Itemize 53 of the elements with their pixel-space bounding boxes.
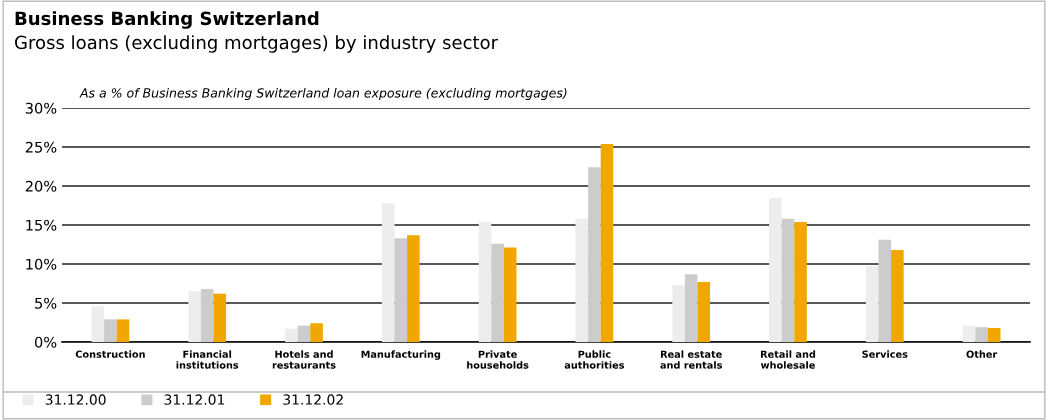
bar <box>588 167 601 342</box>
legend-label: 31.12.00 <box>45 394 106 405</box>
bar <box>600 143 614 342</box>
x-tick-label: Hotels and restaurants <box>272 350 336 369</box>
bar <box>200 288 214 342</box>
bar <box>213 293 227 342</box>
y-tick-label: 25% <box>25 141 57 153</box>
bar <box>781 218 795 342</box>
bar <box>116 319 130 342</box>
bar <box>381 203 395 342</box>
x-tick-label: Construction <box>75 350 145 358</box>
bar <box>91 306 105 342</box>
bar <box>684 274 698 342</box>
legend-label: 31.12.01 <box>164 394 225 405</box>
bar <box>769 197 782 342</box>
text: As a % of Business Banking Switzerland loan exposure (excluding mortgages) <box>79 87 567 101</box>
x-tick-label: Manufacturing <box>361 350 441 360</box>
bar <box>794 221 807 342</box>
bar <box>104 319 117 342</box>
bar <box>865 266 879 342</box>
y-tick-label: 0% <box>34 336 57 348</box>
bar <box>975 327 988 342</box>
bar <box>478 221 492 342</box>
bar <box>491 243 504 342</box>
bar <box>987 327 1001 342</box>
legend-label: 31.12.02 <box>283 394 343 405</box>
y-tick-label: 20% <box>25 180 57 192</box>
bar <box>503 247 517 342</box>
chart-title: Business Banking Switzerland <box>15 11 319 29</box>
x-tick-label: Real estate and rentals <box>660 350 722 369</box>
y-tick-label: 15% <box>26 219 57 231</box>
x-tick-label: Public authorities <box>564 350 625 369</box>
bar <box>672 285 685 342</box>
bar <box>285 328 298 342</box>
chart-subtitle: Gross loans (excluding mortgages) by industry sector <box>15 35 499 53</box>
bar <box>188 291 201 342</box>
bar <box>878 239 892 342</box>
bar <box>297 325 311 342</box>
bar <box>962 325 976 342</box>
bar <box>575 218 589 342</box>
x-tick-label: Private households <box>467 350 529 369</box>
x-tick-label: Services <box>862 350 908 358</box>
x-tick-label: Other <box>966 350 998 358</box>
bar <box>394 238 408 342</box>
bar <box>310 323 323 342</box>
x-tick-label: Financial institutions <box>176 350 239 369</box>
bar <box>891 249 904 342</box>
bar <box>697 281 711 342</box>
bar <box>407 235 420 342</box>
y-tick-label: 5% <box>35 297 57 309</box>
y-tick-label: 30% <box>25 102 57 114</box>
y-tick-label: 10% <box>26 258 57 270</box>
x-tick-label: Retail and wholesale <box>760 350 816 369</box>
